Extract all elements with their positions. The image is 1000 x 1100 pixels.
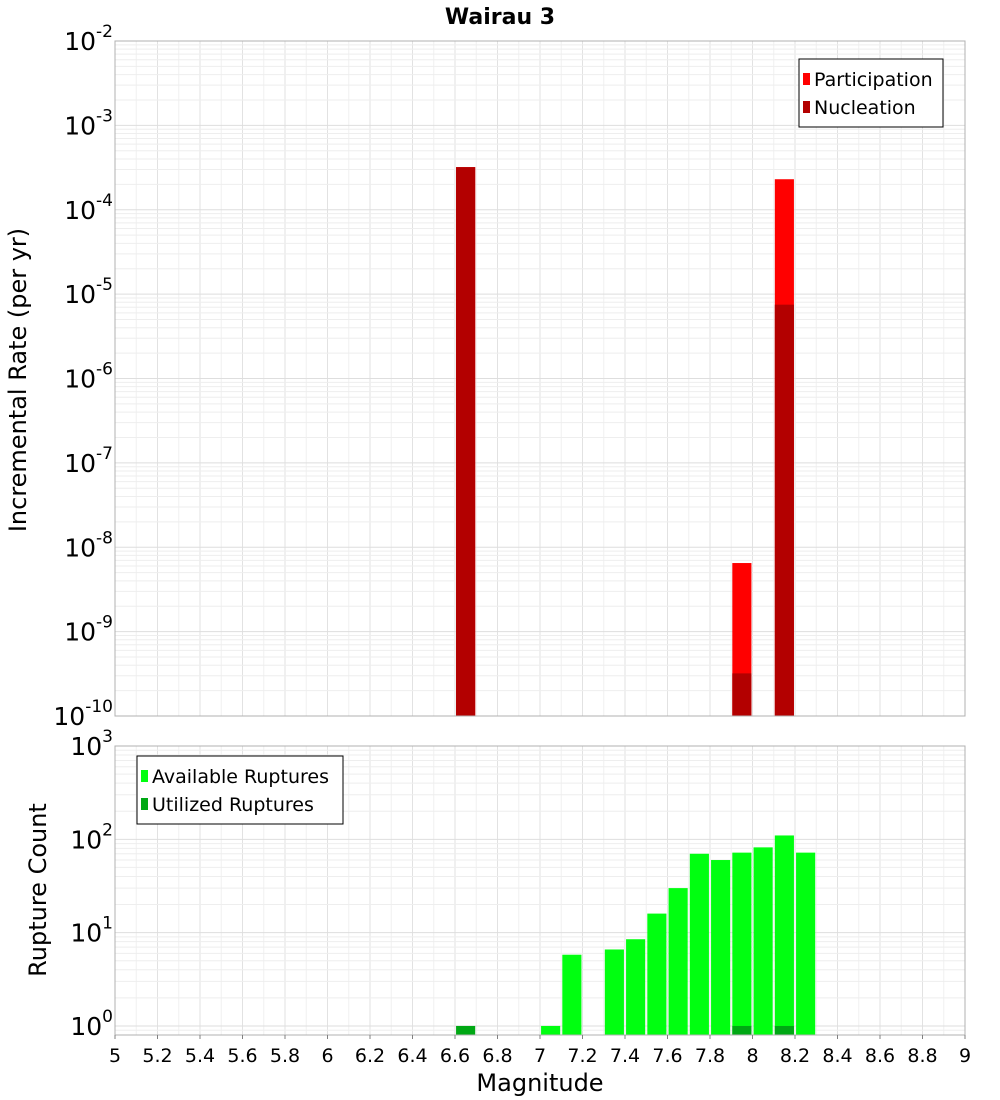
legend-box: [798, 58, 944, 128]
legend-label: Available Ruptures: [152, 766, 329, 788]
count-bar-b: [774, 1025, 794, 1035]
count-bar-a: [774, 835, 794, 1035]
rate-plot-frame: [114, 40, 966, 717]
x-tick-label: 9: [959, 1045, 971, 1067]
x-tick-label: 8.8: [907, 1045, 937, 1067]
y-tick-label: 102: [70, 820, 113, 854]
count-y-axis-label: Rupture Count: [24, 803, 52, 977]
y-tick-label: 100: [70, 1007, 113, 1041]
rate-bar-b: [732, 673, 752, 716]
x-tick-label: 7.8: [695, 1045, 725, 1067]
legend-label: Participation: [814, 69, 933, 91]
x-tick-label: 5.6: [227, 1045, 257, 1067]
rate-bar-b: [774, 304, 794, 716]
x-tick-label: 6.2: [355, 1045, 385, 1067]
x-tick-label: 8.6: [865, 1045, 895, 1067]
count-bar-a: [647, 913, 667, 1035]
x-tick-label: 8: [746, 1045, 758, 1067]
x-tick-label: 8.2: [780, 1045, 810, 1067]
legend-box: [136, 755, 344, 825]
count-bar-a: [562, 954, 582, 1035]
count-bar-a: [732, 852, 752, 1035]
y-tick-label: 10-2: [64, 22, 113, 56]
rate-y-axis-label: Incremental Rate (per yr): [4, 228, 32, 532]
count-bar-a: [711, 860, 731, 1035]
y-tick-label: 101: [70, 914, 113, 948]
x-tick-label: 7: [534, 1045, 546, 1067]
legend-swatch: [803, 73, 810, 85]
count-bar-a: [626, 939, 646, 1035]
x-tick-label: 5.4: [185, 1045, 215, 1067]
y-tick-label: 10-3: [64, 106, 113, 140]
x-tick-label: 5.8: [270, 1045, 300, 1067]
y-tick-label: 10-5: [64, 275, 113, 309]
y-tick-label: 10-7: [64, 444, 113, 478]
count-bar-b: [456, 1025, 476, 1035]
y-tick-label: 10-6: [64, 360, 113, 394]
count-plot-bars: [456, 835, 816, 1035]
legend-swatch: [141, 798, 148, 810]
rate-plot-bars: [456, 167, 794, 716]
rate-plot-grid: [114, 40, 966, 717]
y-tick-label: 10-8: [64, 528, 113, 562]
count-legend: Available Ruptures Utilized Ruptures: [136, 755, 344, 825]
legend-label: Utilized Ruptures: [152, 794, 314, 816]
x-tick-label: 6: [321, 1045, 333, 1067]
count-bar-a: [604, 949, 624, 1035]
x-tick-label: 6.6: [440, 1045, 470, 1067]
x-tick-label: 6.4: [397, 1045, 427, 1067]
rate-bar-b: [456, 167, 476, 716]
x-tick-label: 5: [109, 1045, 121, 1067]
x-tick-label: 7.6: [652, 1045, 682, 1067]
x-tick-label: 6.8: [482, 1045, 512, 1067]
x-axis-ticks: 5 5.2 5.4 5.6 5.8 6 6.2 6.4 6.6 6.8 7 7.2 7.4 7.6 7.8 8…: [109, 1035, 971, 1067]
legend-swatch: [803, 101, 810, 113]
x-tick-label: 8.4: [822, 1045, 852, 1067]
y-tick-label: 103: [70, 727, 113, 761]
x-axis-label: Magnitude: [476, 1069, 603, 1097]
y-tick-label: 10-9: [64, 613, 113, 647]
y-tick-label: 10-4: [64, 191, 113, 225]
x-tick-label: 7.4: [610, 1045, 640, 1067]
count-bar-a: [753, 847, 773, 1035]
y-tick-label: 10-10: [53, 697, 113, 731]
count-plot: 103 102 101 100 Rupture Count Available Rup…: [24, 727, 966, 1041]
x-tick-label: 5.2: [142, 1045, 172, 1067]
count-bar-b: [732, 1025, 752, 1035]
legend-swatch: [141, 770, 148, 782]
count-bar-a: [689, 853, 709, 1035]
count-bar-a: [668, 888, 688, 1035]
count-bar-a: [541, 1025, 561, 1035]
legend-label: Nucleation: [814, 97, 916, 119]
x-tick-label: 7.2: [567, 1045, 597, 1067]
chart-title: Wairau 3: [445, 5, 555, 30]
rate-legend: Participation Nucleation: [798, 58, 944, 128]
rate-plot: 10-2 10-3 10-4 10-5 10-6 10-7 10-8 10-9 10-10 In…: [4, 22, 966, 731]
count-bar-a: [796, 852, 816, 1035]
rate-plot-y-ticks: 10-2 10-3 10-4 10-5 10-6 10-7 10-8 10-9 10-10: [53, 22, 113, 731]
count-plot-y-ticks: 103 102 101 100: [70, 727, 113, 1041]
